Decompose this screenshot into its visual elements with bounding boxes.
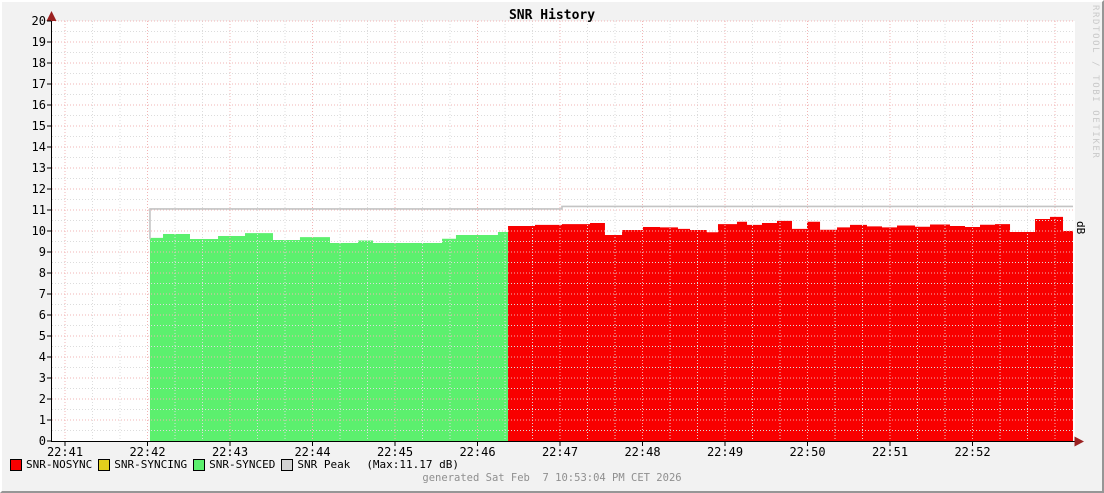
chart-title: SNR History: [508, 8, 596, 23]
svg-text:15: 15: [32, 119, 46, 133]
synced-color-swatch: [193, 458, 206, 471]
snr-peak-line: [149, 205, 1073, 240]
svg-text:22:45: 22:45: [377, 445, 413, 459]
x-axis-labels: 22:41 22:42 22:43 22:44 22:45 22:46 22:47 22:48…: [47, 445, 991, 459]
svg-text:9: 9: [39, 245, 46, 259]
legend-item-nosync: SNR-NOSYNC: [10, 458, 92, 471]
legend-item-syncing: SNR-SYNCING: [98, 458, 187, 471]
svg-text:5: 5: [39, 329, 46, 343]
syncing-color-swatch: [98, 458, 111, 471]
svg-text:19: 19: [32, 35, 46, 49]
svg-text:22:46: 22:46: [459, 445, 495, 459]
svg-text:22:52: 22:52: [954, 445, 990, 459]
svg-text:11: 11: [32, 203, 46, 217]
svg-text:3: 3: [39, 371, 46, 385]
peak-color-swatch: [281, 458, 294, 471]
series-snr-nosync: [508, 216, 1073, 441]
svg-text:22:41: 22:41: [47, 445, 83, 459]
svg-text:18: 18: [32, 56, 46, 70]
legend-item-peak: SNR Peak: [281, 458, 350, 471]
rrdtool-watermark: RRDTOOL / TOBI OETIKER: [1090, 5, 1100, 160]
svg-text:13: 13: [32, 161, 46, 175]
svg-text:4: 4: [39, 350, 46, 364]
peak-max-note: (Max:11.17 dB): [366, 458, 460, 471]
peak-line: [149, 205, 1073, 240]
legend-item-synced: SNR-SYNCED: [193, 458, 275, 471]
legend-label-nosync: SNR-NOSYNC: [26, 458, 93, 471]
svg-text:1: 1: [39, 413, 46, 427]
svg-text:12: 12: [32, 182, 46, 196]
svg-text:22:49: 22:49: [707, 445, 743, 459]
data-areas: [149, 216, 1073, 441]
y-axis-arrow: [46, 11, 57, 21]
svg-text:22:44: 22:44: [294, 445, 330, 459]
legend-label-synced: SNR-SYNCED: [209, 458, 276, 471]
svg-text:7: 7: [39, 287, 46, 301]
nosync-color-swatch: [10, 458, 22, 471]
svg-text:16: 16: [32, 98, 46, 112]
svg-text:6: 6: [39, 308, 46, 322]
svg-text:20: 20: [32, 14, 46, 28]
generated-timestamp: generated Sat Feb 7 10:53:04 PM CET 2026: [422, 472, 682, 484]
chart-legend: SNR-NOSYNC SNR-SYNCING SNR-SYNCED SNR Pe…: [10, 458, 459, 471]
right-axis-unit-label: dB: [1074, 221, 1087, 235]
axes: [46, 11, 1084, 447]
svg-text:17: 17: [32, 77, 46, 91]
svg-text:22:47: 22:47: [542, 445, 578, 459]
svg-text:22:43: 22:43: [212, 445, 248, 459]
grid-major: [52, 20, 1075, 441]
svg-text:8: 8: [39, 266, 46, 280]
x-axis-arrow: [1074, 436, 1084, 447]
svg-text:22:42: 22:42: [129, 445, 165, 459]
svg-text:22:48: 22:48: [624, 445, 660, 459]
svg-text:10: 10: [32, 224, 46, 238]
svg-text:2: 2: [39, 392, 46, 406]
svg-text:22:50: 22:50: [789, 445, 825, 459]
legend-label-peak: SNR Peak: [297, 458, 351, 471]
svg-text:22:51: 22:51: [872, 445, 908, 459]
legend-label-syncing: SNR-SYNCING: [114, 458, 188, 471]
svg-text:0: 0: [39, 434, 46, 448]
svg-text:14: 14: [32, 140, 46, 154]
